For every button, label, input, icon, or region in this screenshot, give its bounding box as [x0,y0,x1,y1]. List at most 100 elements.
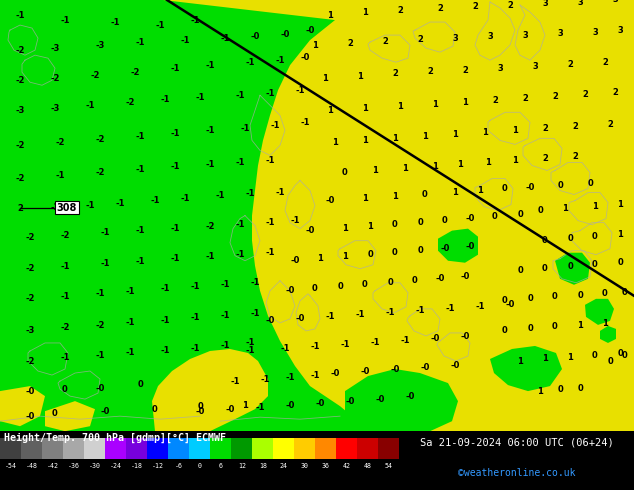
Text: -54: -54 [4,463,16,469]
Text: -1: -1 [180,36,190,45]
Text: -0: -0 [100,407,110,416]
Text: -1: -1 [245,58,255,67]
Text: -1: -1 [171,162,180,171]
Text: -1: -1 [385,308,395,318]
Text: 1: 1 [512,156,518,165]
Text: 2: 2 [17,204,23,213]
Text: 3: 3 [577,0,583,6]
Text: -1: -1 [95,289,105,298]
Text: 3: 3 [452,34,458,43]
Text: -2: -2 [205,222,215,231]
Text: 1: 1 [567,353,573,363]
Bar [84,438,105,460]
Text: 0: 0 [52,409,58,417]
Text: 1: 1 [512,126,518,135]
Polygon shape [438,229,478,263]
Text: 0: 0 [577,384,583,392]
Text: -36: -36 [68,463,80,469]
Text: 1: 1 [392,192,398,201]
Text: 1: 1 [342,252,348,261]
Text: 2: 2 [347,39,353,48]
Text: 0: 0 [442,216,448,225]
Text: -1: -1 [260,374,269,384]
Text: 1: 1 [397,102,403,111]
Text: 2: 2 [602,58,608,67]
Text: -0: -0 [430,335,440,343]
Bar [21,438,42,460]
Text: 1: 1 [482,128,488,137]
Text: 2: 2 [437,3,443,13]
Text: 0: 0 [602,289,608,298]
Text: 2: 2 [462,66,468,74]
Text: -0: -0 [195,407,205,416]
Text: -18: -18 [131,463,143,469]
Text: -1: -1 [340,341,350,349]
Text: 1: 1 [372,166,378,175]
Text: -1: -1 [310,343,320,351]
Text: 2: 2 [397,5,403,15]
Text: 2: 2 [417,35,423,44]
Text: -1: -1 [280,344,290,353]
Text: -1: -1 [235,158,245,167]
Text: -12: -12 [152,463,164,469]
Text: -1: -1 [100,228,110,237]
Text: 0: 0 [592,232,598,241]
Text: 0: 0 [312,284,318,294]
Text: 1: 1 [362,7,368,17]
Text: -1: -1 [160,346,170,355]
Text: 30: 30 [301,463,309,469]
Text: -6: -6 [175,463,183,469]
Text: -0: -0 [460,272,470,281]
Bar [105,438,126,460]
Text: -2: -2 [15,76,25,85]
Bar [358,438,378,460]
Text: -1: -1 [195,93,205,102]
Text: 2: 2 [572,152,578,161]
Text: -42: -42 [46,463,58,469]
Bar [294,438,315,460]
Text: 1: 1 [577,321,583,330]
Text: -1: -1 [85,201,94,210]
Text: -0: -0 [301,52,309,62]
Text: 3: 3 [532,62,538,71]
Text: 0: 0 [577,292,583,300]
Bar [189,438,210,460]
Text: -48: -48 [25,463,37,469]
Text: 1: 1 [452,130,458,139]
Text: -1: -1 [150,196,160,205]
Polygon shape [600,326,616,343]
Text: -0: -0 [375,394,385,404]
Text: -2: -2 [126,98,135,107]
Text: -1: -1 [135,38,145,47]
Text: 0: 0 [198,463,202,469]
Text: -1: -1 [325,313,335,321]
Text: 0: 0 [342,168,348,177]
Text: -1: -1 [235,91,245,100]
Text: -1: -1 [95,351,105,361]
Text: 0: 0 [592,351,598,361]
Text: 2: 2 [612,88,618,97]
Text: -2: -2 [60,323,70,332]
Text: -2: -2 [25,233,35,242]
Text: -3: -3 [25,326,35,336]
Text: 2: 2 [392,69,398,78]
Text: -0: -0 [526,183,534,192]
Bar [315,438,337,460]
Text: 2: 2 [607,120,613,129]
Text: -2: -2 [95,321,105,330]
Text: 1: 1 [422,132,428,141]
Text: -2: -2 [25,294,35,303]
Text: 0: 0 [492,212,498,221]
Text: -1: -1 [285,372,295,382]
Text: 0: 0 [542,264,548,273]
Text: 1: 1 [452,188,458,197]
Text: 0: 0 [587,179,593,188]
Text: -0: -0 [280,29,290,39]
Text: -1: -1 [135,226,145,235]
Text: -1: -1 [190,282,200,291]
Text: -0: -0 [436,274,444,283]
Polygon shape [152,349,268,431]
Text: -1: -1 [290,216,300,225]
Bar [210,438,231,460]
Text: -1: -1 [205,126,215,135]
